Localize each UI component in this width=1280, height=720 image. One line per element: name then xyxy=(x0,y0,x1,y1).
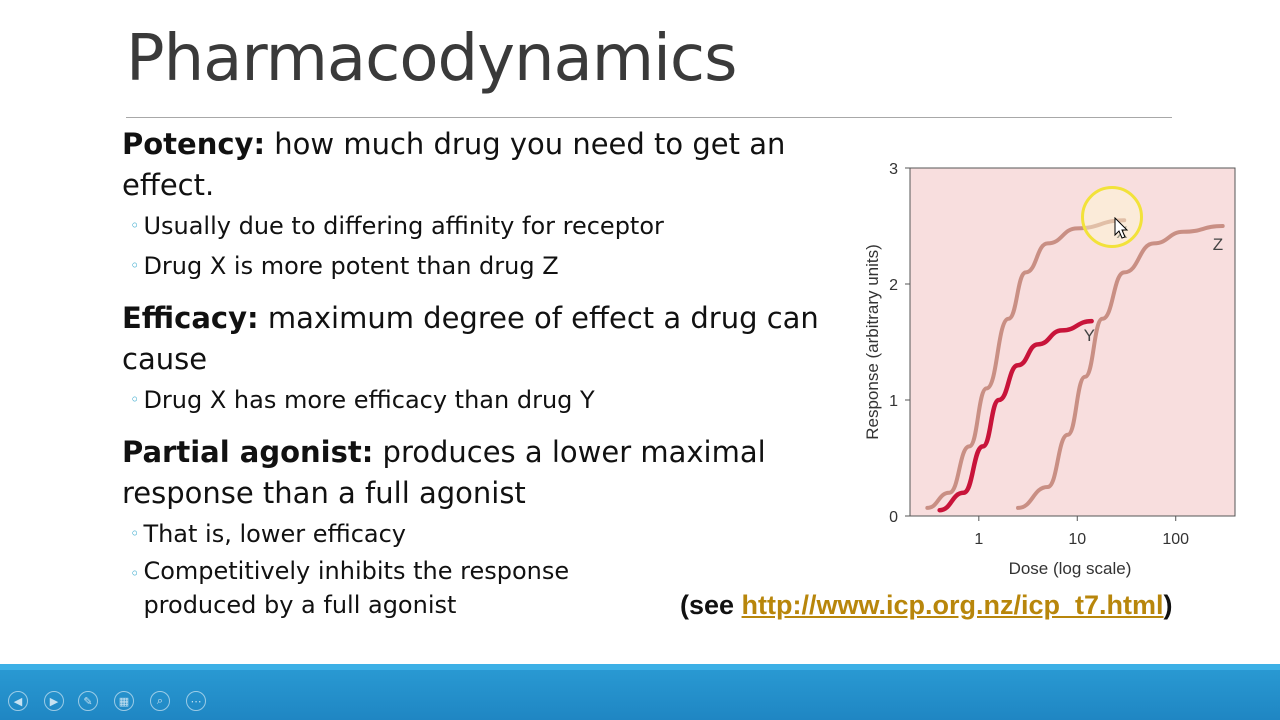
bullet-icon: ◦ xyxy=(130,216,140,235)
efficacy-paragraph: Efficacy: maximum degree of effect a dru… xyxy=(122,298,822,380)
y-tick-label: 0 xyxy=(889,509,898,526)
bullet-text: Drug X is more potent than drug Z xyxy=(143,252,559,280)
bullet-icon: ◦ xyxy=(130,524,140,543)
potency-paragraph: Potency: how much drug you need to get a… xyxy=(122,124,822,206)
bullet: ◦ Competitively inhibits the response pro… xyxy=(130,554,610,622)
slide: Pharmacodynamics Potency: how much drug … xyxy=(122,22,1236,622)
slide-body: Potency: how much drug you need to get a… xyxy=(122,124,822,622)
bullet: ◦ Drug X has more efficacy than drug Y xyxy=(130,380,822,420)
y-tick-label: 3 xyxy=(889,161,898,178)
partial-agonist-paragraph: Partial agonist: produces a lower maxima… xyxy=(122,432,822,514)
slide-title: Pharmacodynamics xyxy=(126,22,737,96)
slideshow-toolbar xyxy=(0,664,1280,720)
more-icon[interactable]: ⋯ xyxy=(186,691,206,711)
x-tick-label: 100 xyxy=(1162,531,1189,548)
reference-open: (see xyxy=(680,590,742,620)
bullet-text: Drug X has more efficacy than drug Y xyxy=(143,386,595,414)
zoom-icon[interactable]: ⌕ xyxy=(150,691,170,711)
mouse-cursor-icon xyxy=(1114,217,1129,239)
series-line-z xyxy=(1015,224,1225,510)
cursor-highlight xyxy=(1081,186,1143,248)
bullet: ◦ Usually due to differing affinity for r… xyxy=(130,206,822,246)
x-tick-label: 1 xyxy=(974,531,983,548)
potency-term: Potency: xyxy=(122,127,266,161)
bullet-icon: ◦ xyxy=(130,564,140,583)
x-tick-label: 10 xyxy=(1068,531,1086,548)
reference-close: ) xyxy=(1163,590,1173,620)
bullet: ◦ Drug X is more potent than drug Z xyxy=(130,246,822,286)
y-tick-label: 1 xyxy=(889,393,898,410)
bullet: ◦ That is, lower efficacy xyxy=(130,514,822,554)
series-line-y xyxy=(937,318,1094,513)
partial-agonist-definition: produces a lower maximal response than a… xyxy=(122,435,766,510)
series-label-y: Y xyxy=(1084,326,1095,345)
y-axis-label: Response (arbitrary units) xyxy=(863,244,882,440)
efficacy-definition: maximum degree of effect a drug can caus… xyxy=(122,301,819,376)
series-line-x xyxy=(925,218,1127,510)
bullet-icon: ◦ xyxy=(130,390,140,409)
x-axis-label: Dose (log scale) xyxy=(1009,559,1132,578)
reference-link[interactable]: http://www.icp.org.nz/icp_t7.html xyxy=(741,590,1164,620)
next-icon[interactable]: ▶ xyxy=(44,691,64,711)
series-label-z: Z xyxy=(1213,235,1223,254)
bullet-text: Usually due to differing affinity for re… xyxy=(143,212,664,240)
partial-agonist-term: Partial agonist: xyxy=(122,435,374,469)
slides-icon[interactable]: ▦ xyxy=(114,691,134,711)
bullet-icon: ◦ xyxy=(130,256,140,275)
title-divider xyxy=(126,117,1172,118)
pen-icon[interactable]: ✎ xyxy=(78,691,98,711)
bullet-text: Competitively inhibits the response prod… xyxy=(143,557,570,619)
efficacy-term: Efficacy: xyxy=(122,301,259,335)
potency-definition: how much drug you need to get an effect. xyxy=(122,127,786,202)
prev-icon[interactable]: ◀ xyxy=(8,691,28,711)
y-tick-label: 2 xyxy=(889,277,898,294)
plot-area xyxy=(909,167,1236,517)
reference-note: (see http://www.icp.org.nz/icp_t7.html) xyxy=(680,590,1173,621)
bullet-text: That is, lower efficacy xyxy=(143,520,406,548)
